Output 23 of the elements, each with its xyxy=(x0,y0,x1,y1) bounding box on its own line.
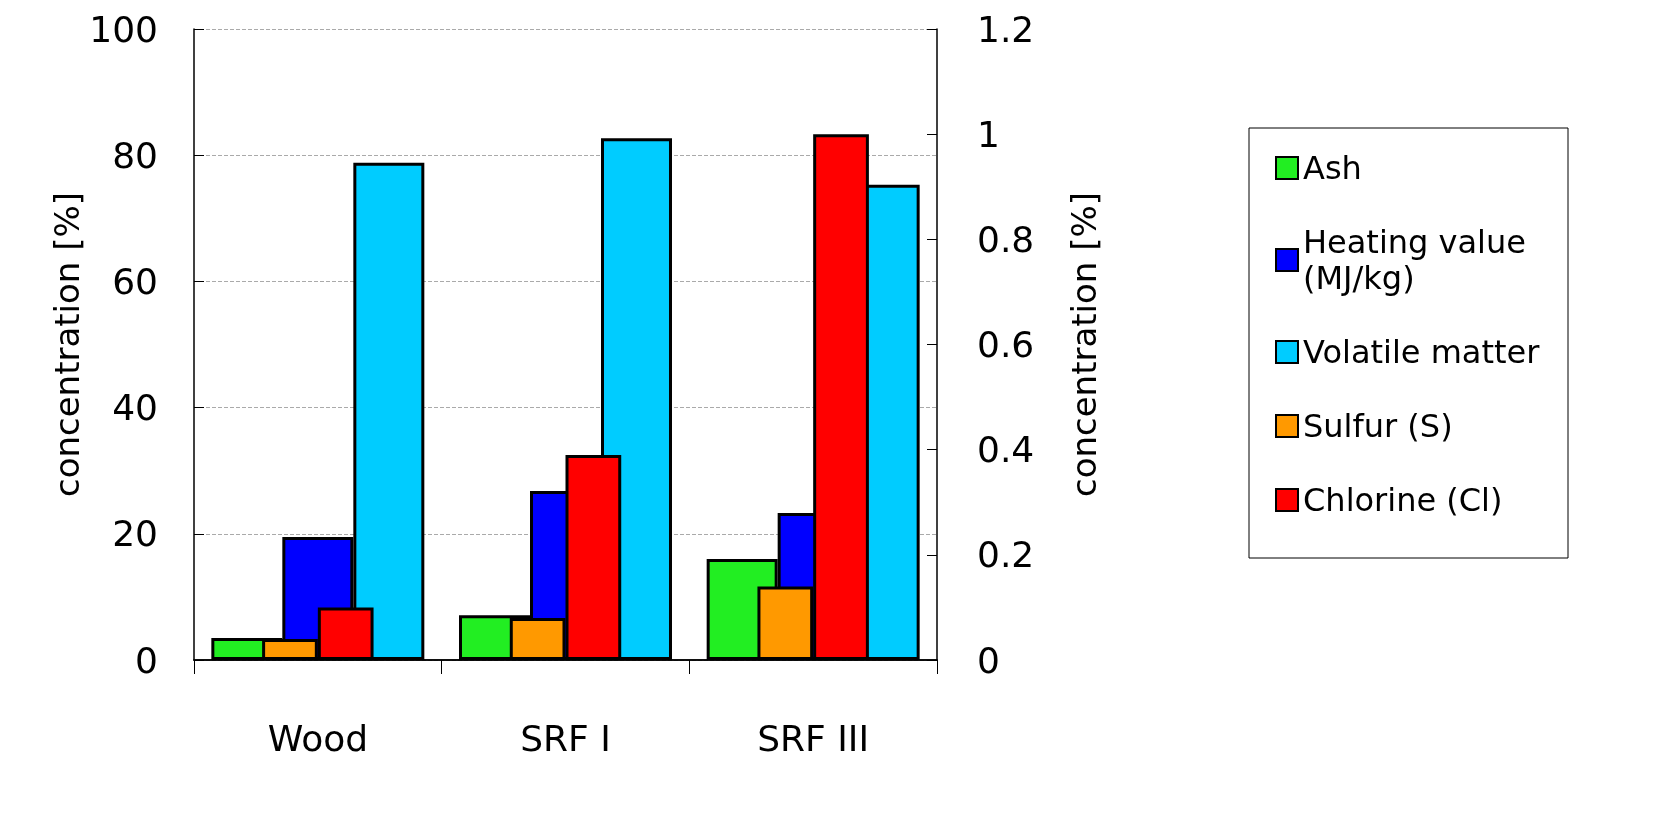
y2-tick-label: 0.8 xyxy=(977,218,1035,260)
legend-label: Volatile matter xyxy=(1303,333,1541,371)
x-tick-label: Wood xyxy=(267,717,369,759)
legend-label: Sulfur (S) xyxy=(1303,407,1453,445)
y-tick-label: 20 xyxy=(112,513,158,555)
y-tick-label: 60 xyxy=(112,260,158,302)
y-tick-label: 80 xyxy=(112,134,158,176)
y2-tick-label: 1.2 xyxy=(977,8,1035,50)
y-tick-label: 0 xyxy=(135,639,158,681)
legend-label: Heating value (MJ/kg) xyxy=(1303,223,1537,297)
y-tick-label: 40 xyxy=(112,387,158,429)
y2-tick-label: 0.6 xyxy=(977,324,1035,365)
y2-axis-title: concentration [%] xyxy=(1064,191,1104,498)
x-tick-label: SRF III xyxy=(757,717,870,759)
y2-tick-label: 1 xyxy=(977,113,1000,155)
y-axis-title: concentration [%] xyxy=(47,191,87,498)
y-tick-label: 100 xyxy=(89,8,158,50)
x-tick-label: SRF I xyxy=(520,717,611,759)
y2-tick-label: 0.4 xyxy=(977,429,1035,471)
y2-tick-label: 0 xyxy=(977,639,1000,681)
legend-label: Ash xyxy=(1303,149,1362,187)
y2-tick-label: 0.2 xyxy=(977,534,1035,576)
legend-label: Chlorine (Cl) xyxy=(1303,481,1503,519)
